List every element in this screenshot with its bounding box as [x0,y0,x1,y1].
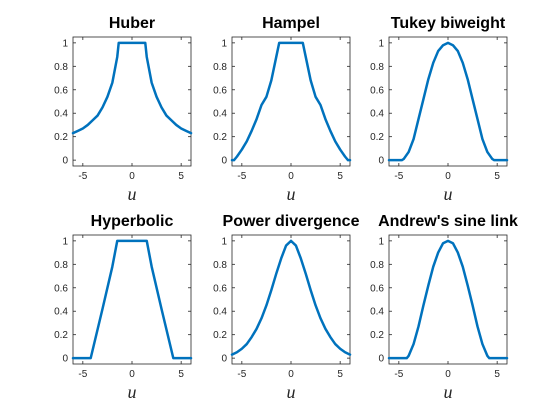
series-line [387,41,509,162]
x-tick-label: 0 [129,171,135,182]
subplot-5: Power divergence -5 0 5 0 0.2 0.4 0.6 0.8 1 u [213,213,359,402]
x-axis-label: u [444,382,453,402]
y-tick-label: 0.8 [54,62,68,73]
y-tick-label: 0 [378,354,384,365]
subplot-title: Power divergence [223,213,360,230]
axes-box [388,234,508,365]
x-tick-label: 5 [337,369,343,380]
y-tick-label: 1 [62,38,68,49]
subplot-title: Andrew's sine link [378,213,518,230]
y-tick-label: 0.2 [213,132,227,143]
x-axis-label: u [128,382,137,402]
x-tick-label: -5 [78,369,87,380]
y-tick-label: 0.8 [370,62,384,73]
axes-box [231,36,351,167]
x-tick-label: -5 [394,369,403,380]
axes-box [72,36,192,167]
x-tick-label: -5 [78,171,87,182]
y-tick-label: 0.6 [54,283,68,294]
y-tick-label: 0 [378,156,384,167]
x-axis-label: u [287,382,296,402]
axes-box [72,234,192,365]
x-tick-label: -5 [394,171,403,182]
x-tick-label: 0 [129,369,135,380]
y-tick-label: 0.4 [54,307,68,318]
x-tick-label: -5 [237,171,246,182]
x-axis-label: u [128,184,137,204]
y-tick-label: 0 [62,156,68,167]
y-tick-label: 0.8 [213,62,227,73]
y-tick-label: 0.4 [370,109,384,120]
series-line [71,239,193,360]
y-tick-label: 0.8 [213,260,227,271]
series-line [71,41,193,135]
x-tick-label: -5 [237,369,246,380]
y-tick-label: 1 [378,38,384,49]
y-tick-label: 0.4 [213,109,227,120]
x-axis-label: u [287,184,296,204]
y-tick-label: 0.6 [370,85,384,96]
subplot-3: Tukey biweight -5 0 5 0 0.2 0.4 0.6 0.8 1 u [370,15,509,204]
y-tick-label: 0.6 [213,283,227,294]
y-tick-label: 0.2 [370,330,384,341]
y-tick-label: 1 [221,38,227,49]
subplot-title: Tukey biweight [391,15,506,32]
y-tick-label: 0.6 [370,283,384,294]
y-tick-label: 0.4 [370,307,384,318]
x-tick-label: 5 [494,369,500,380]
subplot-title: Hyperbolic [91,213,174,230]
y-tick-label: 0.2 [54,330,68,341]
y-tick-label: 1 [62,236,68,247]
x-tick-label: 5 [494,171,500,182]
subplot-2: Hampel -5 0 5 0 0.2 0.4 0.6 0.8 1 u [213,15,352,204]
x-tick-label: 5 [178,369,184,380]
y-tick-label: 0.6 [54,85,68,96]
axes-box [231,234,351,365]
subplot-6: Andrew's sine link -5 0 5 0 0.2 0.4 0.6 0.8 1 u [370,213,518,402]
y-tick-label: 0.2 [213,330,227,341]
x-tick-label: 5 [178,171,184,182]
y-tick-label: 0.2 [54,132,68,143]
y-tick-label: 1 [378,236,384,247]
subplot-title: Hampel [262,15,320,32]
x-tick-label: 0 [445,369,451,380]
x-tick-label: 5 [337,171,343,182]
x-tick-label: 0 [288,171,294,182]
x-axis-label: u [444,184,453,204]
series-line [387,239,509,360]
subplot-4: Hyperbolic -5 0 5 0 0.2 0.4 0.6 0.8 1 u [54,213,193,402]
y-tick-label: 0.4 [213,307,227,318]
series-line [230,239,352,356]
y-tick-label: 0 [62,354,68,365]
y-tick-label: 0 [221,354,227,365]
y-tick-label: 1 [221,236,227,247]
y-tick-label: 0.8 [54,260,68,271]
y-tick-label: 0.2 [370,132,384,143]
y-tick-label: 0.4 [54,109,68,120]
subplot-title: Huber [109,15,155,32]
y-tick-label: 0.6 [213,85,227,96]
series-line [230,41,352,162]
subplot-1: Huber -5 0 5 0 0.2 0.4 0.6 0.8 1 u [54,15,193,204]
x-tick-label: 0 [288,369,294,380]
y-tick-label: 0 [221,156,227,167]
y-tick-label: 0.8 [370,260,384,271]
axes-box [388,36,508,167]
x-tick-label: 0 [445,171,451,182]
